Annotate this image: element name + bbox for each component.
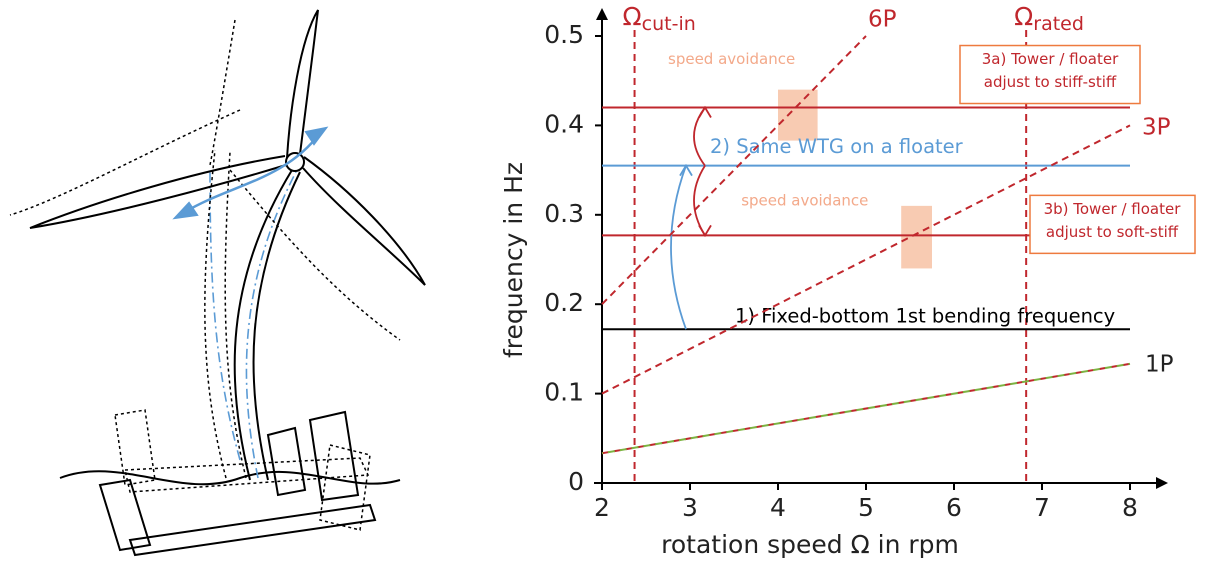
tower-centerline	[246, 172, 296, 478]
shift-arrow-head	[680, 166, 692, 176]
speed-subscript: cut-in	[642, 13, 696, 35]
y-tick-label: 0.5	[544, 20, 584, 49]
speed-label: Ωcut-in	[623, 2, 696, 35]
x-axis-label: rotation speed Ω in rpm	[661, 530, 959, 559]
x-tick-label: 5	[858, 493, 874, 522]
blade-right	[303, 157, 425, 285]
series-label: 6P	[868, 7, 897, 33]
y-axis-label: frequency in Hz	[499, 162, 528, 358]
y-tick-label: 0.1	[544, 378, 584, 407]
annotation-text: 3b) Tower / floater	[1044, 200, 1182, 218]
speed-avoidance-band	[901, 206, 932, 269]
x-axis-arrow	[1156, 477, 1168, 489]
series-label: 1P	[1145, 352, 1174, 378]
shift-arrow	[671, 166, 686, 330]
line-label: 1) Fixed-bottom 1st bending frequency	[735, 305, 1115, 328]
x-tick-label: 7	[1034, 493, 1050, 522]
annotation-text: 3a) Tower / floater	[982, 50, 1119, 68]
tower	[235, 170, 300, 480]
y-tick-label: 0	[568, 467, 584, 496]
x-tick-label: 3	[682, 493, 698, 522]
band-label: speed avoidance	[741, 191, 868, 209]
annotation-text: adjust to stiff-stiff	[984, 73, 1117, 91]
band-label: speed avoidance	[668, 50, 795, 68]
y-axis-arrow	[596, 8, 608, 20]
speed-symbol: Ω	[623, 2, 642, 31]
displaced-floater	[115, 410, 370, 530]
floater	[100, 412, 375, 555]
series-label: 3P	[1142, 115, 1171, 141]
y-tick-label: 0.4	[544, 109, 584, 138]
soft-arrow-head	[699, 225, 711, 235]
x-tick-label: 2	[594, 493, 610, 522]
x-tick-label: 4	[770, 493, 786, 522]
x-tick-label: 8	[1122, 493, 1138, 522]
y-tick-label: 0.3	[544, 199, 584, 228]
annotation-text: adjust to soft-stiff	[1046, 223, 1179, 241]
speed-subscript: rated	[1033, 13, 1084, 35]
speed-label: Ωrated	[1014, 2, 1084, 35]
x-tick-label: 6	[946, 493, 962, 522]
figure: rotation speed Ω in rpm frequency in Hz …	[0, 0, 1217, 568]
harmonic-line	[602, 36, 866, 304]
speed-avoidance-band	[778, 90, 818, 141]
blade-left	[30, 156, 286, 228]
speed-symbol: Ω	[1014, 2, 1033, 31]
y-tick-label: 0.2	[544, 288, 584, 317]
turbine-diagram	[10, 10, 425, 555]
